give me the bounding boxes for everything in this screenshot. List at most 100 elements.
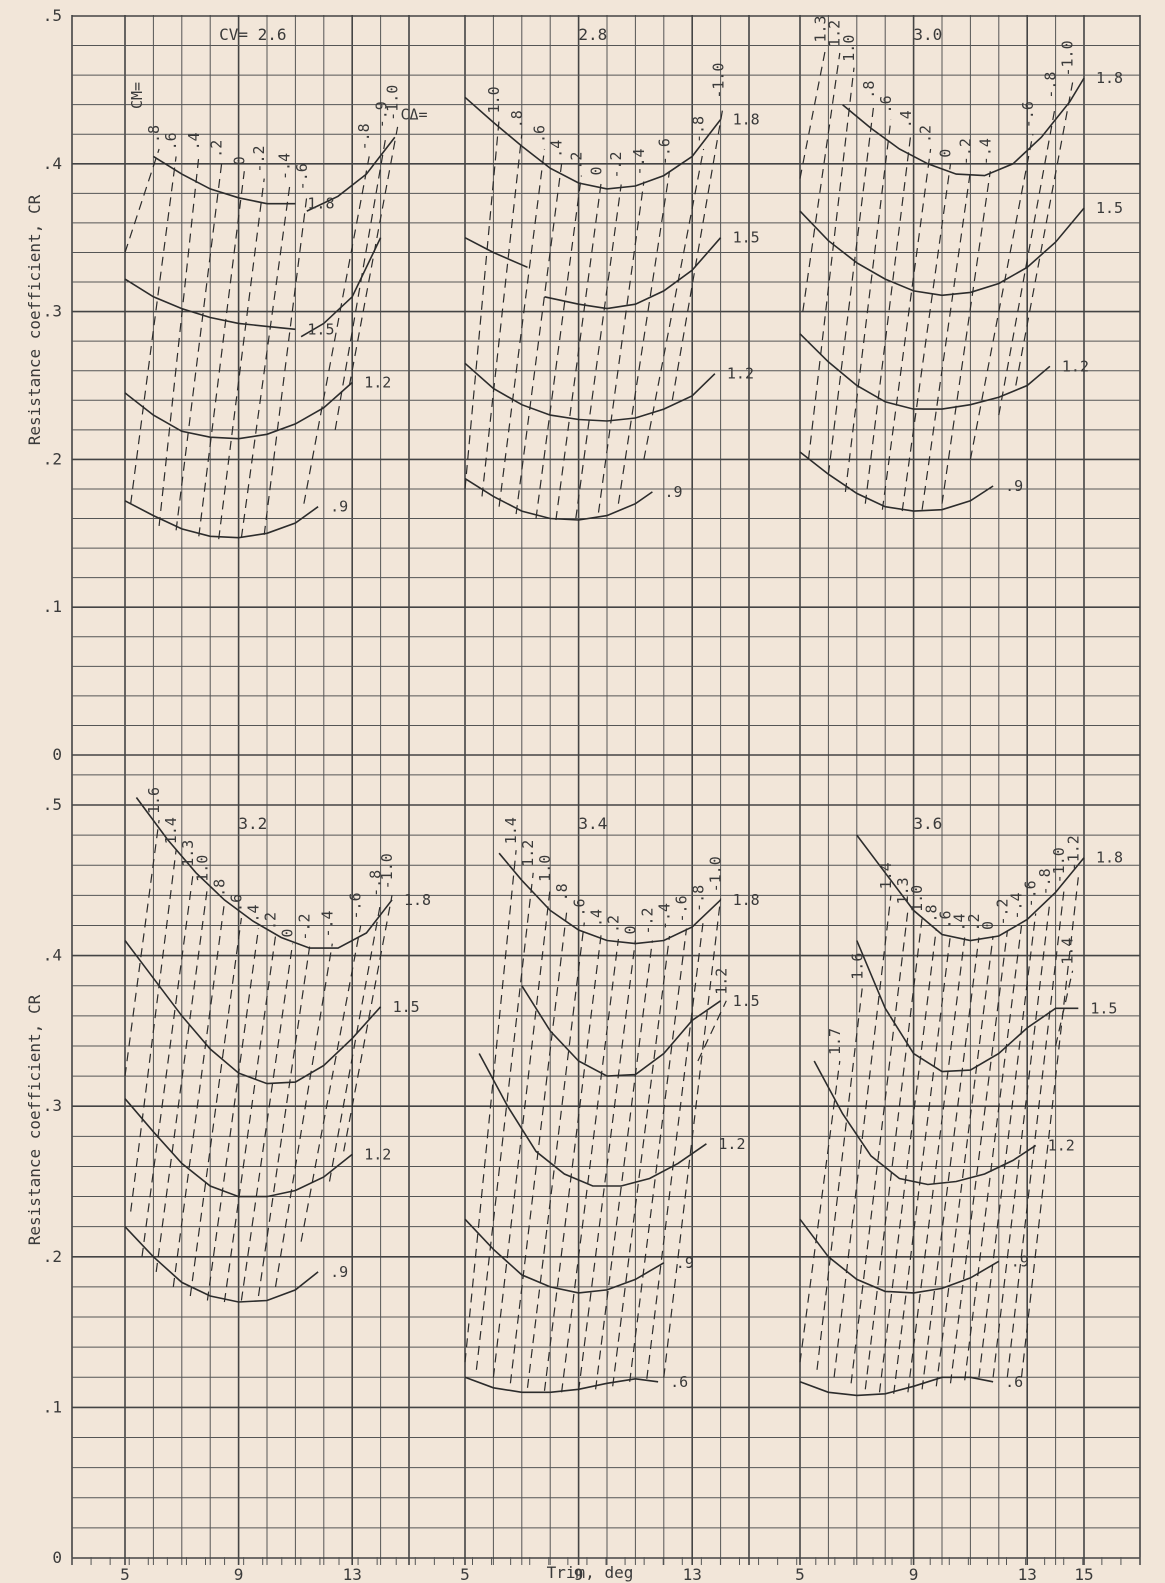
cm-label: -.6 [293,163,311,190]
cm-label: -1.0 [384,85,402,121]
label-layer: .5 .4 .3 .2 .1 0 .5 .4 .3 .2 .1 0 5 9 13 5 9 13 5 9 13 15 CV= … [43,6,1123,1583]
y-axis-label-bottom: Resistance coefficient, CR [25,994,44,1245]
cm-line [901,163,952,512]
cm-line [998,104,1057,416]
panel-title: 3.0 [913,25,942,44]
cm-label: -.4 [655,903,673,930]
cdelta-curve [124,278,296,331]
cm-label: 0 [621,926,639,935]
cm-label: .8 [553,883,571,901]
cm-label: .2 [262,912,280,930]
cm-label: -.2 [250,145,268,172]
x-tick-label: 15 [1074,1565,1093,1583]
x-tick-label: 9 [574,1565,584,1583]
panel-title: 3.6 [913,814,942,833]
x-tick-label: 5 [120,1565,130,1583]
cdelta-label: 1.2 [364,374,391,392]
cm-label: 0 [279,929,297,938]
cdelta-label: 1.8 [1096,849,1123,867]
cdelta-curve [478,1053,707,1187]
cm-label: -1.0 [1050,847,1068,883]
cm-line [155,887,208,1272]
panel-title: 3.2 [238,814,267,833]
cdelta-curve [544,237,722,310]
cm-line [697,1000,727,1062]
cdelta-label: .9 [330,498,348,516]
y-tick-label: .4 [43,946,62,965]
cdelta-curve [306,136,396,212]
cm-label: .2 [604,915,622,933]
cm-label: -.2 [296,913,314,940]
cm-label: .4 [244,904,262,922]
cdelta-label: .9 [330,1263,348,1281]
cm-line [595,940,653,1390]
cm-label: 1.4 [1059,938,1077,965]
cdelta-label: 1.2 [1062,357,1089,375]
cm-line [799,48,827,179]
cm-label: .4 [185,132,203,150]
cm-line [827,104,875,475]
cm-line [850,910,909,1384]
cdelta-curve [124,940,382,1085]
cdelta-label: 1.5 [733,229,760,247]
cdelta-curve [464,362,716,422]
cm-label: 0 [230,156,248,165]
cm-line [172,902,225,1287]
cm-label: 1.0 [485,86,503,113]
cm-line [964,925,1023,1381]
cm-line [629,928,688,1382]
cm-line [921,937,980,1390]
cm-label: -.2 [607,151,625,178]
cm-line [612,935,671,1387]
cm-label: .6 [877,95,895,113]
cm-line [816,985,864,1370]
cdelta-curve [799,1218,1000,1294]
cm-label: -.4 [276,153,294,180]
cm-label: -.8 [1042,72,1060,99]
cm-line [464,850,517,1363]
cm-label: 1.4 [877,862,895,889]
y-axis-label-top: Resistance coefficient, CR [25,194,44,445]
x-tick-label: 9 [909,1565,919,1583]
cm-label: 1.4 [162,817,180,844]
cm-label: .2 [208,140,226,158]
cm-line [1020,877,1079,1378]
cm-label: 1.2 [519,840,537,867]
cm-label: 1.6 [145,787,163,814]
x-tick-label: 13 [683,1565,702,1583]
cm-line [175,163,223,531]
cm-line [475,872,534,1370]
cm-line [864,134,912,504]
cm-label: .4 [548,140,566,158]
cm-label: -.2 [956,138,974,165]
cm-label: .8 [508,110,526,128]
cdelta-label: 1.5 [1090,999,1117,1017]
cm-line [643,148,705,460]
cm-line [833,895,892,1378]
cm-label: .6 [531,125,549,143]
cm-line [992,901,1051,1378]
cm-label: 0 [979,921,997,930]
cm-label: 1.3 [812,15,830,42]
cm-label: -.2 [993,898,1011,925]
y-tick-label: .1 [43,597,62,616]
cm-label: 1.7 [826,1028,844,1055]
cm-line [328,902,382,1182]
cdelta-label: 1.8 [733,891,760,909]
cm-label: -.6 [347,892,365,919]
y-tick-label: .1 [43,1397,62,1416]
cm-label: -.8 [367,870,385,897]
cm-label: -.4 [630,148,648,175]
cdelta-curve [124,500,319,539]
cm-line [978,913,1037,1378]
cm-line [921,171,971,510]
cm-line [198,171,245,537]
cm-label: .8 [922,904,940,922]
cm-label: -.8 [1036,868,1054,895]
cm-line [543,932,602,1391]
y-tick-label: .4 [43,154,62,173]
cm-label: .2 [917,125,935,143]
y-tick-label: .2 [43,1247,62,1266]
cdelta-curve [464,236,528,269]
